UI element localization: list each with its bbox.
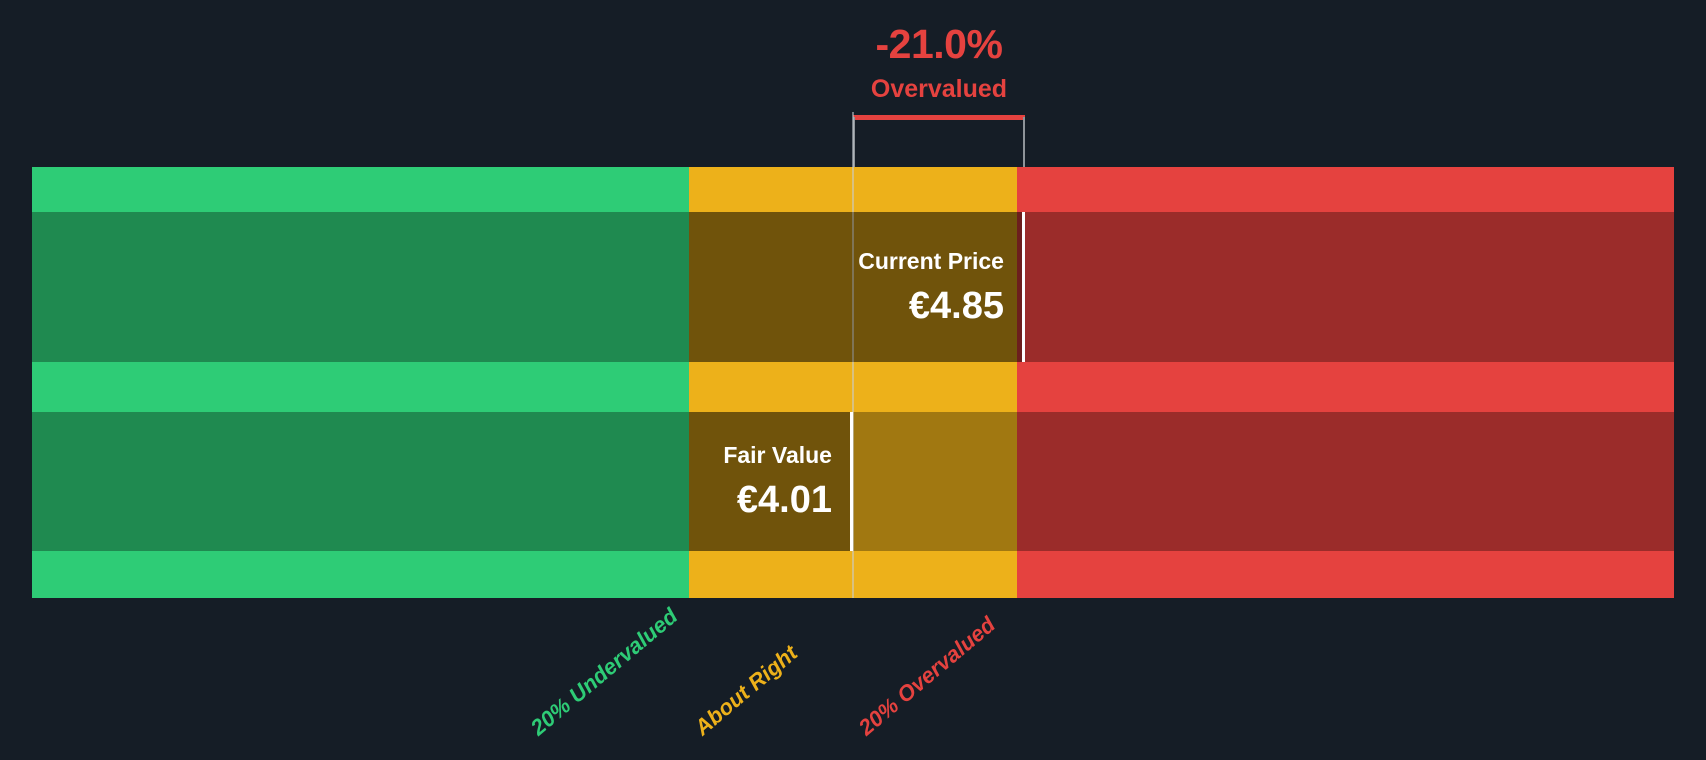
fair-value-value: €4.01 [736, 479, 832, 521]
axis-label-about-right: About Right [689, 640, 803, 741]
zone-overvalued [1017, 167, 1674, 598]
premium-bracket-left-leg [853, 117, 855, 167]
premium-percent-label: -21.0% [875, 21, 1003, 67]
valuation-header: -21.0% Overvalued [653, 24, 1225, 102]
axis-label-overvalued: 20% Overvalued [853, 611, 1001, 741]
about-right-guide-line [852, 112, 854, 598]
current-price-label: Current Price [858, 247, 1004, 274]
zone-undervalued [32, 167, 689, 598]
fair-value-label: Fair Value [723, 442, 832, 468]
current-price-value: €4.85 [908, 284, 1004, 327]
valuation-verdict-label: Overvalued [870, 75, 1008, 103]
current-price-marker[interactable]: Current Price €4.85 [688, 212, 1025, 362]
premium-bracket-top [853, 115, 1025, 120]
axis-label-undervalued: 20% Undervalued [525, 603, 683, 741]
premium-bracket-right-leg [1022, 117, 1025, 167]
fair-value-marker[interactable]: Fair Value €4.01 [688, 412, 853, 551]
